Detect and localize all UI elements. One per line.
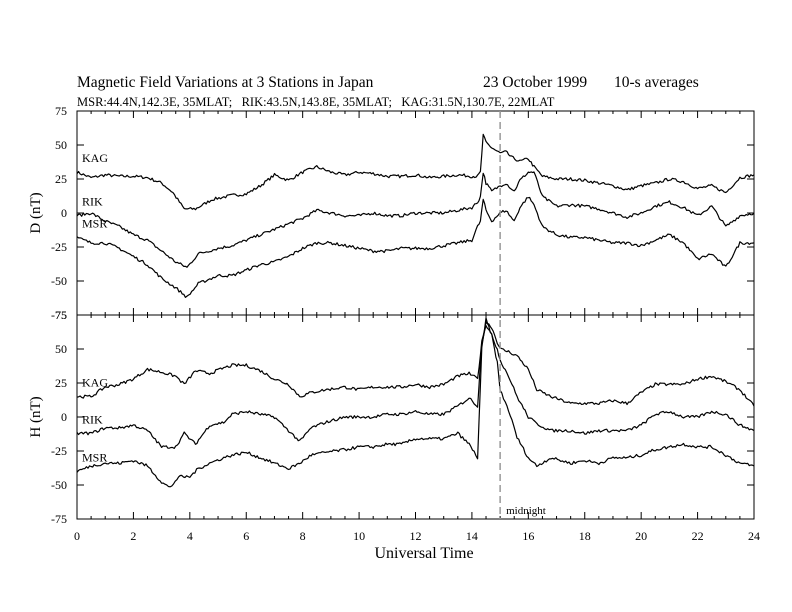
y-tick-label: -50 <box>51 274 67 288</box>
y-axis-label: H (nT) <box>28 396 44 437</box>
panel-frame <box>76 314 755 520</box>
series-line-msr <box>76 196 755 298</box>
x-tick-label: 0 <box>74 529 80 543</box>
midnight-marker-label: midnight <box>506 505 546 517</box>
x-tick-label: 10 <box>353 529 365 543</box>
series-label-rik: RIK <box>82 195 103 209</box>
y-tick-label: 75 <box>55 308 67 322</box>
series-line-rik <box>76 171 755 268</box>
series-label-msr: MSR <box>82 450 107 464</box>
y-tick-label: -50 <box>51 478 67 492</box>
x-axis-label: Universal Time <box>374 545 473 562</box>
chart-averaging: 10-s averages <box>614 74 699 91</box>
x-tick-label: 12 <box>410 529 422 543</box>
chart-subtitle: MSR:44.4N,142.3E, 35MLAT; RIK:43.5N,143.… <box>77 95 555 109</box>
series-line-msr <box>76 317 755 488</box>
series-line-kag <box>76 321 755 407</box>
series-line-rik <box>76 325 755 449</box>
y-tick-label: -75 <box>51 308 67 322</box>
series-line-kag <box>76 133 755 211</box>
series-label-msr: MSR <box>82 216 107 230</box>
chart-date: 23 October 1999 <box>483 74 587 91</box>
y-axis-label: D (nT) <box>28 192 44 233</box>
x-tick-label: 18 <box>579 529 591 543</box>
y-tick-label: -75 <box>51 512 67 526</box>
y-tick-label: 0 <box>61 410 67 424</box>
y-tick-label: -25 <box>51 444 67 458</box>
y-tick-label: 50 <box>55 342 67 356</box>
x-tick-label: 24 <box>748 529 760 543</box>
panel-frame <box>76 110 755 316</box>
series-label-kag: KAG <box>82 151 108 165</box>
y-tick-label: 25 <box>55 172 67 186</box>
y-tick-label: 50 <box>55 138 67 152</box>
x-tick-label: 14 <box>466 529 478 543</box>
series-label-rik: RIK <box>82 412 103 426</box>
x-tick-label: 22 <box>692 529 704 543</box>
x-tick-label: 6 <box>243 529 249 543</box>
plot-area: 75 50 25 0 -25 -50 -75 D (nT) KAG RIK MSR 75 50 25 0 -2… <box>28 104 760 543</box>
chart-title: Magnetic Field Variations at 3 Stations … <box>77 74 374 91</box>
x-tick-label: 4 <box>187 529 193 543</box>
series-label-kag: KAG <box>82 376 108 390</box>
y-tick-label: -25 <box>51 240 67 254</box>
y-tick-label: 25 <box>55 376 67 390</box>
y-tick-label: 75 <box>55 104 67 118</box>
x-tick-label: 2 <box>130 529 136 543</box>
x-tick-label: 20 <box>635 529 647 543</box>
x-tick-label: 16 <box>522 529 534 543</box>
x-tick-label: 8 <box>300 529 306 543</box>
y-tick-label: 0 <box>61 206 67 220</box>
